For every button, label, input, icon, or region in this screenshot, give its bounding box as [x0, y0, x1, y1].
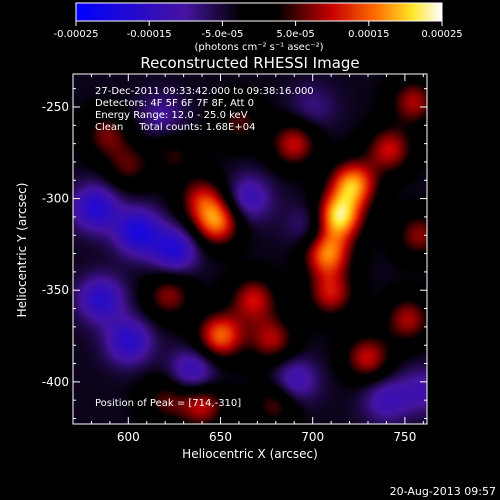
chart-title: Reconstructed RHESSI Image	[140, 54, 359, 72]
x-tick-label: 700	[301, 430, 324, 444]
colorbar-gradient	[76, 3, 442, 21]
annotation-detectors: Detectors: 4F 5F 6F 7F 8F, Att 0	[95, 98, 255, 109]
colorbar-tick-label: -5.0e-05	[201, 29, 243, 40]
colorbar-tick-label: -0.00025	[54, 29, 99, 40]
x-tick-label: 600	[117, 430, 140, 444]
colorbar-unit-label: (photons cm⁻² s⁻¹ asec⁻²)	[194, 42, 323, 53]
y-tick-label: -250	[42, 100, 69, 114]
y-axis-label: Heliocentric Y (arcsec)	[15, 183, 29, 318]
annotation-energy-range: Energy Range: 12.0 - 25.0 keV	[95, 110, 248, 121]
colorbar-tick-label: 0.00025	[421, 29, 462, 40]
x-tick-label: 750	[393, 430, 416, 444]
y-tick-label: -350	[42, 283, 69, 297]
heatmap-image	[73, 74, 427, 424]
x-tick-label: 650	[209, 430, 232, 444]
colorbar-tick-label: -0.00015	[127, 29, 172, 40]
y-tick-label: -300	[42, 192, 69, 206]
colorbar-tick-label: 5.0e-05	[276, 29, 314, 40]
colorbar-tick-label: 0.00015	[348, 29, 389, 40]
y-tick-label: -400	[42, 375, 69, 389]
colorbar-ticks: -0.00025 -0.00015 -5.0e-05 5.0e-05 0.00015 0.…	[54, 21, 463, 40]
plot-frame	[72, 73, 428, 425]
annotation-time-range: 27-Dec-2011 09:33:42.000 to 09:38:16.000	[95, 86, 314, 97]
footer-date: 20-Aug-2013 09:57	[389, 485, 496, 498]
annotation-clean-counts: Clean Total counts: 1.68E+04	[95, 122, 256, 133]
annotation-peak-position: Position of Peak = [714,-310]	[95, 398, 242, 409]
x-axis-label: Heliocentric X (arcsec)	[182, 447, 318, 461]
colorbar-frame	[75, 2, 443, 22]
axis-ticks: 600 650 700 750 -250 -300 -350 -400	[42, 74, 427, 444]
